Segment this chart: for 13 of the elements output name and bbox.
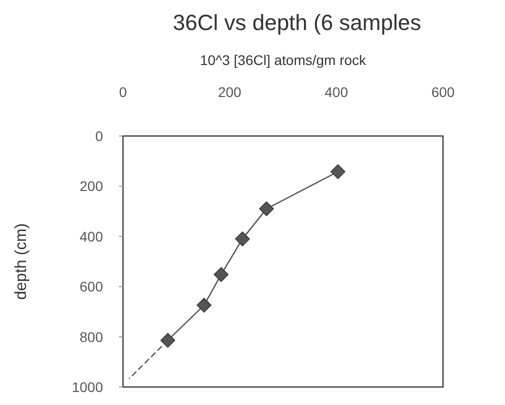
x-axis-title: 10^3 [36Cl] atoms/gm rock: [200, 52, 368, 68]
x-tick-label: 0: [119, 84, 128, 100]
y-tick-label: 1000: [72, 379, 104, 395]
x-tick-label: 400: [324, 84, 348, 100]
x-tick-label: 600: [431, 84, 455, 100]
y-tick-label: 0: [95, 128, 104, 144]
y-tick-label: 600: [80, 278, 104, 295]
y-tick-label: 200: [80, 178, 104, 194]
y-tick-label: 400: [80, 228, 104, 244]
y-axis-title: depth (cm): [13, 223, 30, 300]
chart-title: 36Cl vs depth (6 samples: [172, 10, 422, 35]
y-tick-label: 800: [80, 328, 104, 345]
x-tick-label: 200: [218, 84, 242, 100]
